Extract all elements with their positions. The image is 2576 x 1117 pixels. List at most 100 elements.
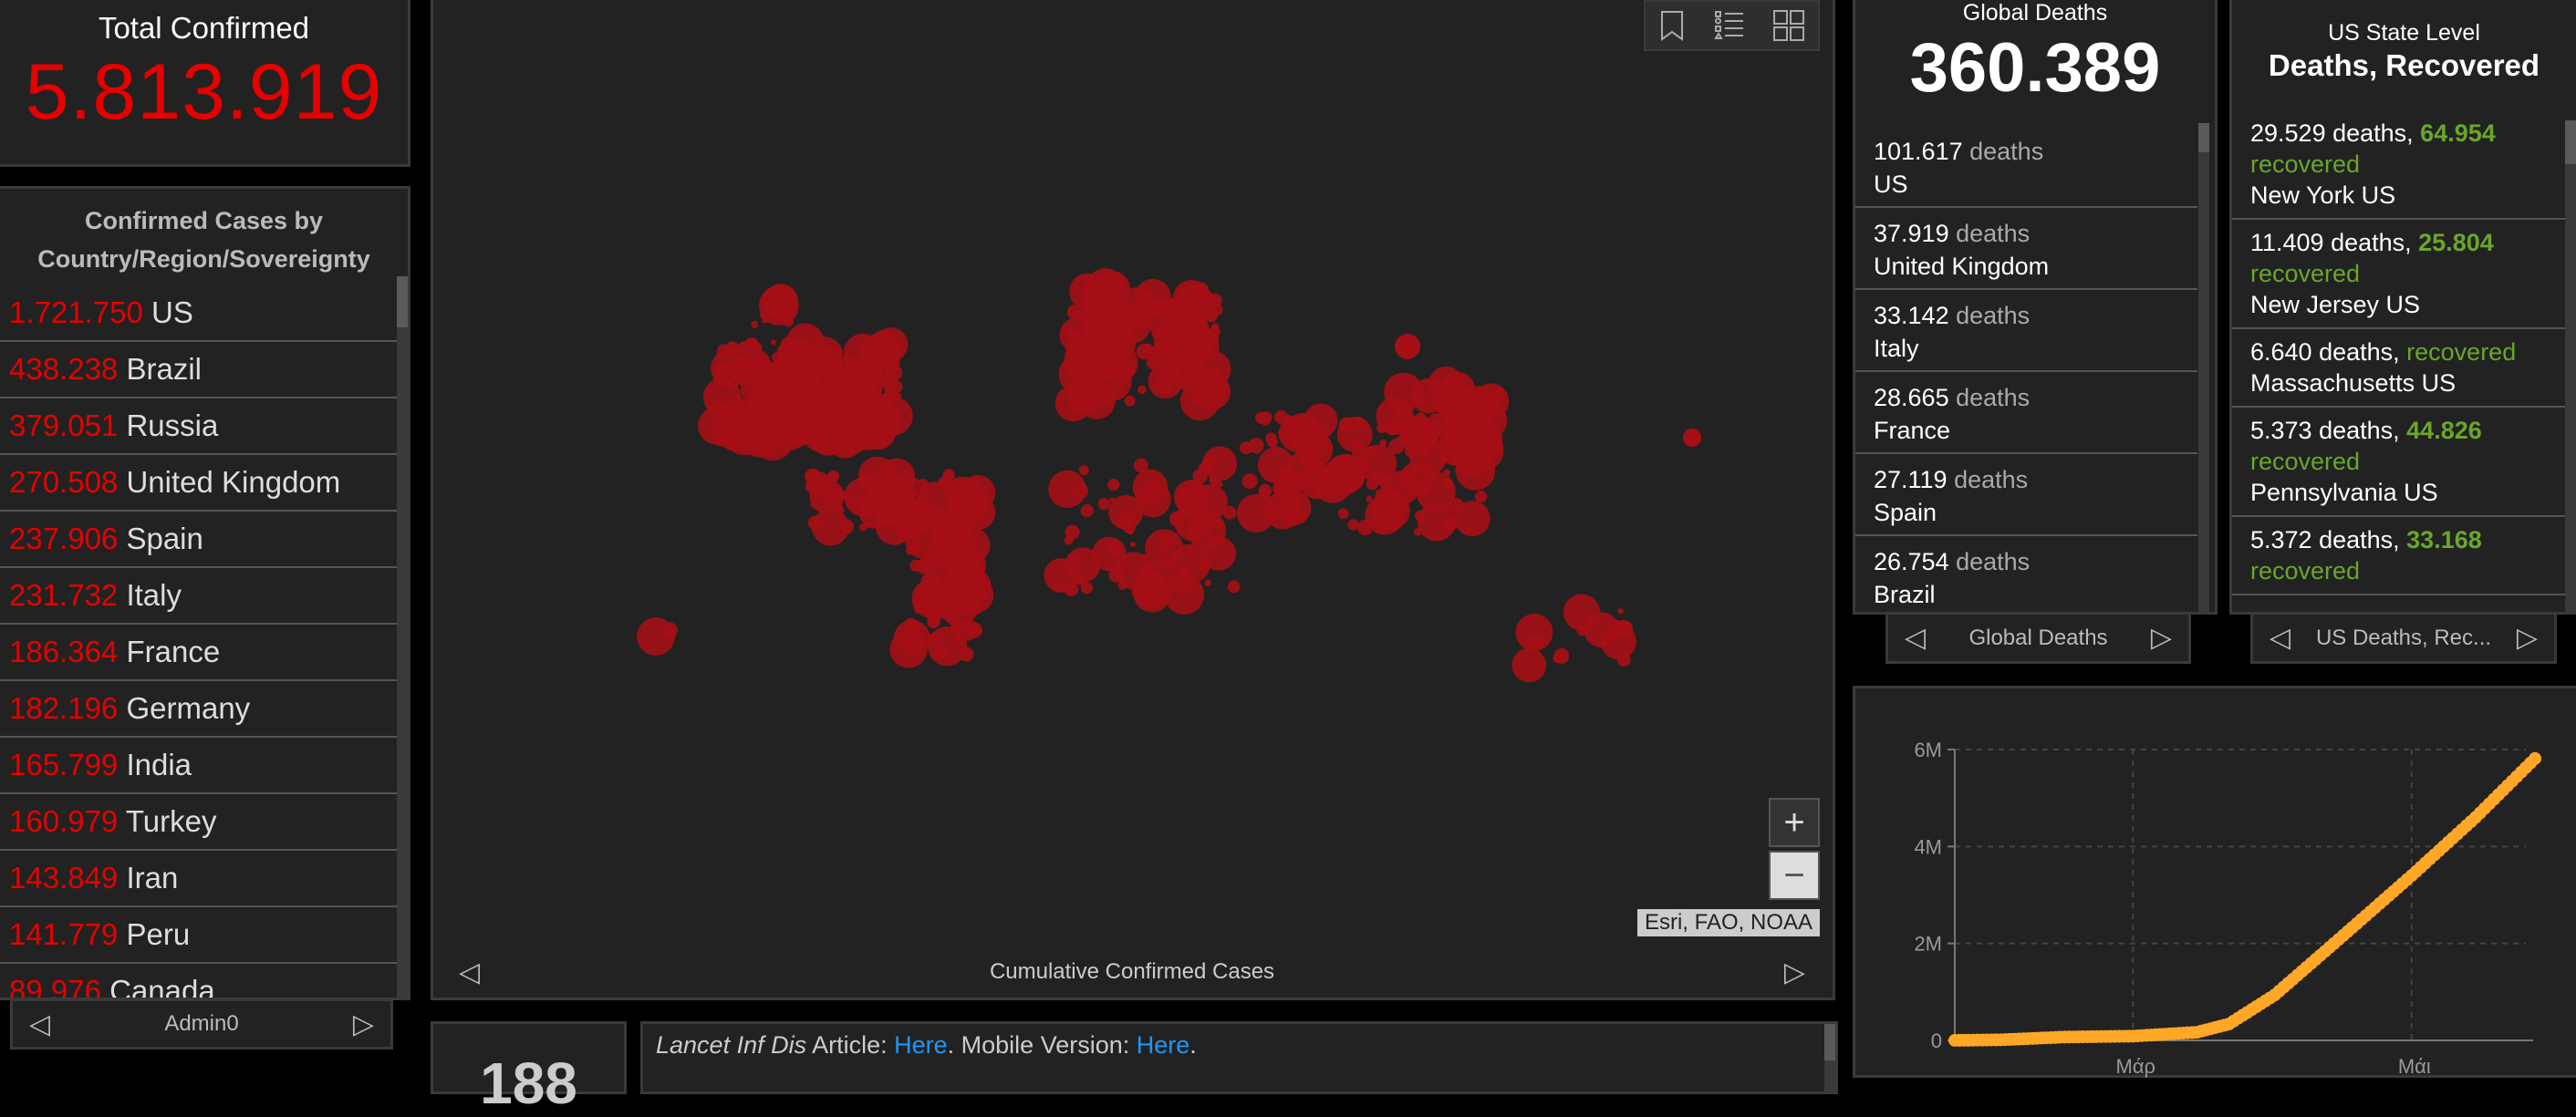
case-dot[interactable] (858, 523, 867, 532)
us-state-row[interactable]: 11.409 deaths, 25.804 recovered New Jersey… (2232, 220, 2565, 329)
case-dot[interactable] (914, 604, 925, 615)
case-dot[interactable] (948, 586, 954, 594)
case-dot[interactable] (1158, 314, 1168, 324)
case-dot[interactable] (896, 480, 910, 495)
case-dot[interactable] (1598, 637, 1609, 647)
case-dot[interactable] (830, 361, 840, 371)
case-dot[interactable] (849, 416, 884, 450)
case-dot[interactable] (1109, 497, 1116, 503)
basemap-gallery-icon[interactable] (1772, 10, 1804, 41)
case-dot[interactable] (1098, 393, 1109, 405)
map-view[interactable]: + − Esri, FAO, NOAA ◁ Cumulative Confirm… (431, 0, 1835, 1000)
case-dot[interactable] (807, 515, 823, 531)
case-dot[interactable] (1129, 541, 1137, 548)
case-dot[interactable] (777, 336, 814, 373)
case-dot[interactable] (858, 420, 866, 428)
case-dot[interactable] (931, 509, 971, 547)
case-dot[interactable] (844, 477, 884, 517)
case-dot[interactable] (959, 646, 974, 662)
case-dot[interactable] (888, 379, 903, 394)
case-dot[interactable] (1193, 373, 1231, 410)
case-dot[interactable] (1209, 326, 1220, 337)
case-dot[interactable] (808, 375, 824, 390)
case-dot[interactable] (1069, 273, 1106, 310)
case-dot[interactable] (1159, 547, 1167, 553)
case-dot[interactable] (1108, 566, 1125, 583)
case-dot[interactable] (1127, 527, 1135, 535)
case-dot[interactable] (1379, 439, 1387, 447)
case-dot[interactable] (796, 409, 836, 448)
case-dot[interactable] (1078, 465, 1089, 476)
deaths-row[interactable]: 26.754 deaths Brazil (1855, 536, 2197, 612)
case-dot[interactable] (661, 622, 678, 638)
case-dot[interactable] (874, 397, 913, 436)
us-state-row[interactable]: 5.373 deaths, 44.826 recovered Pennsylvani… (2232, 408, 2565, 517)
case-dot[interactable] (1132, 469, 1169, 505)
case-dot[interactable] (910, 478, 919, 487)
case-dot[interactable] (1077, 306, 1093, 322)
case-dot[interactable] (1454, 501, 1491, 537)
country-row[interactable]: 1.721.750 US (0, 285, 398, 342)
case-dot[interactable] (815, 354, 825, 363)
case-dot[interactable] (1119, 303, 1136, 319)
case-dot[interactable] (912, 634, 924, 646)
case-dot[interactable] (1380, 483, 1394, 497)
case-dot[interactable] (1107, 478, 1120, 491)
case-dot[interactable] (1197, 558, 1211, 572)
case-dot[interactable] (1117, 580, 1127, 590)
case-dot[interactable] (1429, 413, 1441, 425)
scrollbar[interactable] (2198, 123, 2209, 612)
case-dot[interactable] (1407, 442, 1415, 450)
scrollbar-thumb[interactable] (2198, 123, 2209, 152)
case-dot[interactable] (1176, 284, 1217, 326)
deaths-row[interactable]: 33.142 deaths Italy (1855, 290, 2197, 372)
cases-line-chart[interactable]: 0 2M 4M 6M Μάρ Μάι (1855, 688, 2576, 1081)
case-dot[interactable] (1374, 520, 1389, 534)
map-dots-layer[interactable] (433, 0, 1835, 1000)
case-dot[interactable] (972, 627, 982, 636)
prev-arrow-icon[interactable]: ◁ (29, 1008, 51, 1039)
case-dot[interactable] (725, 341, 739, 355)
case-dot[interactable] (1073, 483, 1089, 499)
case-dot[interactable] (1442, 478, 1453, 489)
case-dot[interactable] (778, 409, 786, 416)
case-dot[interactable] (1460, 398, 1471, 409)
case-dot[interactable] (1369, 471, 1385, 486)
case-dot[interactable] (1399, 461, 1435, 497)
case-dot[interactable] (1576, 624, 1588, 636)
scrollbar-thumb[interactable] (1824, 1024, 1835, 1060)
case-dot[interactable] (1092, 307, 1101, 316)
case-dot[interactable] (822, 348, 828, 356)
case-dot[interactable] (1615, 620, 1633, 638)
us-state-row[interactable]: 5.372 deaths, 33.168 recovered (2232, 517, 2565, 595)
next-arrow-icon[interactable]: ▷ (2150, 623, 2172, 653)
case-dot[interactable] (918, 491, 930, 503)
case-dot[interactable] (773, 307, 788, 322)
case-dot[interactable] (1095, 362, 1110, 378)
case-dot[interactable] (836, 378, 850, 391)
case-dot[interactable] (1120, 508, 1133, 521)
country-row[interactable]: 231.732 Italy (0, 568, 398, 625)
case-dot[interactable] (1138, 314, 1154, 329)
case-dot[interactable] (1064, 535, 1074, 545)
case-dot[interactable] (1124, 395, 1136, 407)
deaths-row[interactable]: 101.617 deaths US (1855, 126, 2197, 208)
case-dot[interactable] (960, 494, 996, 531)
case-dot[interactable] (1080, 581, 1093, 595)
case-dot[interactable] (710, 429, 726, 446)
country-row[interactable]: 141.779 Peru (0, 907, 398, 964)
case-dot[interactable] (1217, 481, 1223, 488)
case-dot[interactable] (886, 434, 893, 441)
case-dot[interactable] (1474, 490, 1488, 503)
case-dot[interactable] (1169, 511, 1186, 527)
next-arrow-icon[interactable]: ▷ (2516, 623, 2538, 653)
case-dot[interactable] (1153, 321, 1192, 360)
case-dot[interactable] (826, 483, 833, 491)
scrollbar[interactable] (1824, 1024, 1835, 1091)
case-dot[interactable] (1278, 471, 1304, 496)
case-dot[interactable] (732, 358, 743, 370)
next-arrow-icon[interactable]: ▷ (1783, 957, 1805, 988)
case-dot[interactable] (1466, 526, 1472, 533)
case-dot[interactable] (1206, 465, 1214, 473)
case-dot[interactable] (1075, 574, 1085, 585)
